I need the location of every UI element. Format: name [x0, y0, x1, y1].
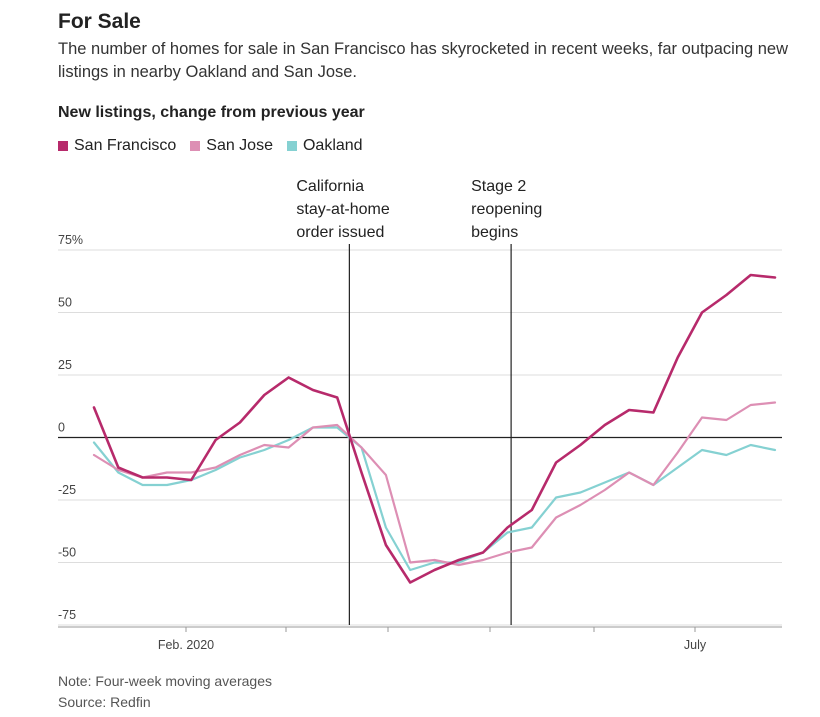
chart-footnote: Note: Four-week moving averages Source: … — [58, 671, 272, 713]
series-line-oakland — [92, 426, 777, 572]
series-layer — [92, 273, 777, 584]
annotation-label-0-2: order issued — [296, 224, 384, 241]
y-tick-label-50: -50 — [58, 546, 76, 560]
x-tick-label-feb-2020: Feb. 2020 — [158, 638, 214, 652]
grid-layer — [58, 249, 782, 626]
annotation-layer: California stay-at-home order issued Stage … — [296, 178, 542, 625]
y-tick-label-50: 50 — [58, 296, 72, 310]
annotation-label-0-0: California — [296, 178, 364, 195]
legend-item-san-francisco: San Francisco — [58, 137, 176, 155]
series-line-san-jose — [92, 401, 777, 567]
y-tick-label-25: 25 — [58, 358, 72, 372]
annotation-label-1-1: reopening — [471, 201, 542, 218]
annotation-label-1-2: begins — [471, 224, 518, 241]
annotation-label-1-0: Stage 2 — [471, 178, 526, 195]
legend-label-oakland: Oakland — [302, 137, 363, 154]
axis-layer: 75% 50 25 0 -25 -50 -75 Feb. 2020 July — [58, 233, 782, 652]
chart-headline: For Sale — [58, 10, 141, 33]
y-tick-label-75: 75% — [58, 233, 83, 247]
y-tick-label-25: -25 — [58, 483, 76, 497]
chart-legend: San Francisco San Jose Oakland — [58, 137, 363, 155]
x-tick-label-july: July — [684, 638, 707, 652]
source-text: Source: Redfin — [58, 694, 151, 710]
annotation-label-0-1: stay-at-home — [296, 201, 389, 218]
chart-dek: The number of homes for sale in San Fran… — [58, 40, 789, 81]
legend-label-san-jose: San Jose — [206, 137, 273, 154]
chart-title: New listings, change from previous year — [58, 104, 365, 121]
legend-swatch-oakland — [286, 141, 297, 151]
legend-item-san-jose: San Jose — [190, 137, 273, 155]
legend-label-san-francisco: San Francisco — [74, 137, 177, 154]
y-tick-label-0: 0 — [58, 421, 65, 435]
legend-item-oakland: Oakland — [286, 137, 363, 155]
legend-swatch-san-jose — [190, 141, 201, 151]
note-text: Note: Four-week moving averages — [58, 673, 272, 689]
series-line-san-francisco — [92, 273, 777, 584]
y-tick-label-75: -75 — [58, 608, 76, 622]
legend-swatch-san-francisco — [58, 141, 68, 151]
